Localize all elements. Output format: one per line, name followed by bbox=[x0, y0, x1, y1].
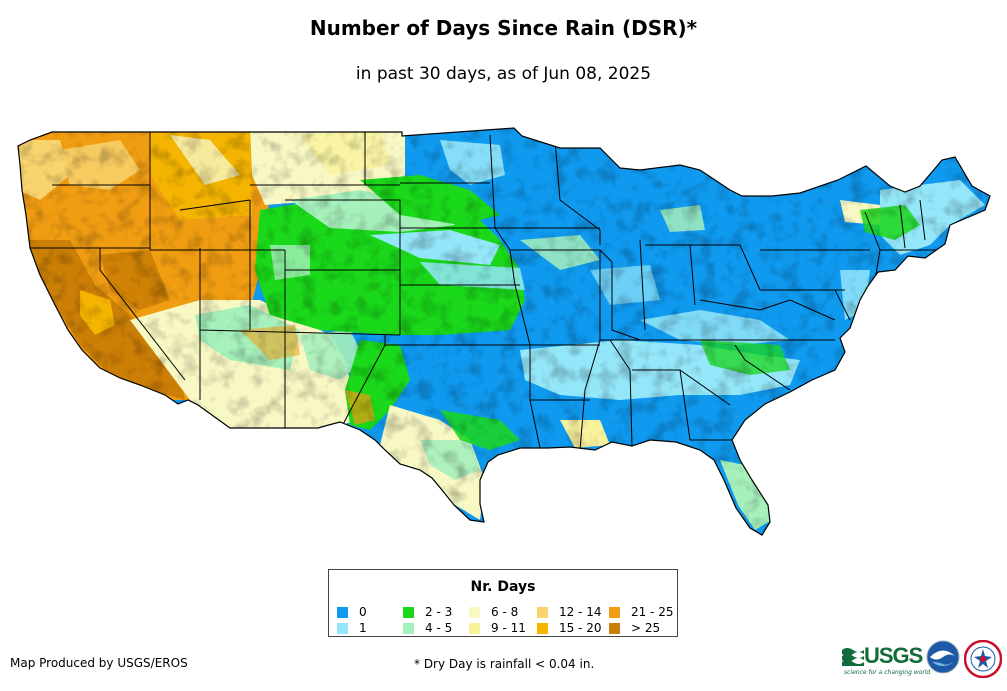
legend-label: 15 - 20 bbox=[559, 621, 602, 635]
legend-label: 6 - 8 bbox=[491, 605, 519, 619]
legend-label: 2 - 3 bbox=[425, 605, 453, 619]
legend-label: 1 bbox=[359, 621, 367, 635]
legend-label: 21 - 25 bbox=[631, 605, 674, 619]
legend-swatch bbox=[609, 622, 620, 634]
legend-swatch bbox=[337, 622, 348, 634]
dsr-raster bbox=[18, 128, 990, 535]
legend-label: 9 - 11 bbox=[491, 621, 526, 635]
legend-label: > 25 bbox=[631, 621, 661, 635]
legend-swatch bbox=[403, 606, 414, 618]
legend-swatch bbox=[537, 622, 548, 634]
legend-title: Nr. Days bbox=[470, 579, 536, 595]
legend-swatch bbox=[403, 622, 414, 634]
legend-swatch bbox=[469, 606, 480, 618]
legend-item: 6 - 8 bbox=[469, 604, 518, 620]
legend-item: 21 - 25 bbox=[609, 604, 674, 620]
legend-swatch bbox=[469, 622, 480, 634]
legend-swatch bbox=[609, 606, 620, 618]
map-credit: Map Produced by USGS/EROS bbox=[10, 656, 188, 670]
legend-swatch bbox=[337, 606, 348, 618]
legend-item: 2 - 3 bbox=[403, 604, 452, 620]
legend-items: 0 1 2 - 3 4 - 5 6 - 8 9 - 11 12 - 14 15 - 20 21 … bbox=[337, 604, 677, 636]
dry-day-note: * Dry Day is rainfall < 0.04 in. bbox=[414, 657, 595, 671]
state-boundaries bbox=[28, 132, 940, 451]
legend-item: 0 bbox=[337, 604, 367, 620]
legend-swatch bbox=[537, 606, 548, 618]
legend-label: 12 - 14 bbox=[559, 605, 602, 619]
legend-item: 1 bbox=[337, 620, 367, 636]
usgs-tagline: science for a changing world bbox=[844, 669, 931, 676]
legend-item: 4 - 5 bbox=[403, 620, 452, 636]
usgs-logo-icon: USGS science for a changing world bbox=[842, 642, 930, 680]
legend-item: > 25 bbox=[609, 620, 660, 636]
legend-label: 4 - 5 bbox=[425, 621, 453, 635]
map-title: Number of Days Since Rain (DSR)* bbox=[309, 16, 698, 40]
usgs-wordmark: USGS bbox=[864, 643, 923, 668]
usgs-wave-icon bbox=[842, 648, 864, 666]
legend-label: 0 bbox=[359, 605, 367, 619]
legend-item: 15 - 20 bbox=[537, 620, 602, 636]
legend-item: 9 - 11 bbox=[469, 620, 526, 636]
noaa-logo-icon bbox=[926, 640, 960, 674]
agency-logos: USGS science for a changing world bbox=[842, 640, 1004, 684]
map-legend: Nr. Days 0 1 2 - 3 4 - 5 6 - 8 9 - 11 12 - 14 1… bbox=[328, 569, 678, 637]
map-subtitle: in past 30 days, as of Jun 08, 2025 bbox=[355, 64, 652, 84]
nws-logo-icon bbox=[964, 640, 1002, 678]
legend-item: 12 - 14 bbox=[537, 604, 602, 620]
